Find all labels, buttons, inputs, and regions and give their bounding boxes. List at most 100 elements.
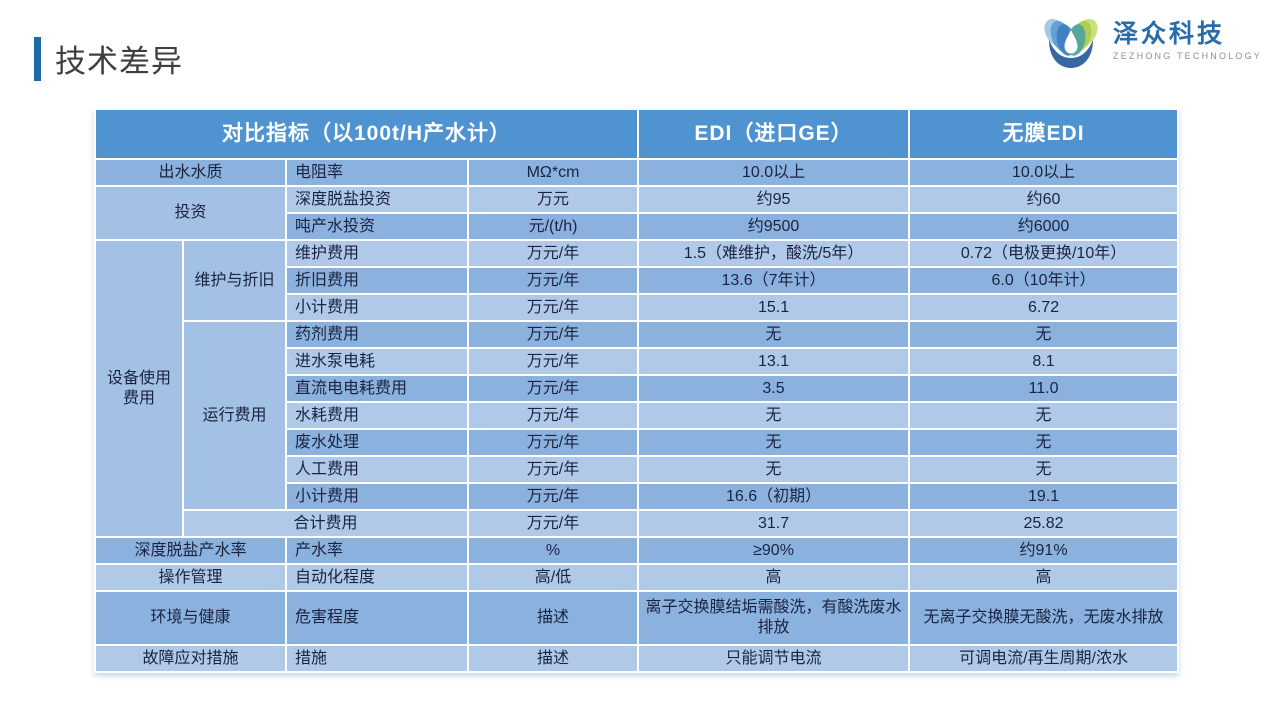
cell-edi-value: 高 [637, 563, 911, 592]
cell-unit: 万元/年 [466, 320, 640, 349]
table-row: 人工费用 万元/年 无 无 [95, 455, 1180, 484]
title-accent-bar [34, 36, 41, 81]
cell-edi-value: 离子交换膜结垢需酸洗，有酸洗废水排放 [637, 590, 911, 646]
cell-indicator: 措施 [285, 644, 469, 673]
cell-unit: 万元/年 [466, 266, 640, 295]
cell-indicator: 药剂费用 [285, 320, 469, 349]
cell-indicator: 维护费用 [285, 239, 469, 268]
cell-indicator: 吨产水投资 [285, 212, 469, 241]
cell-unit: 万元 [466, 185, 640, 214]
cell-unit: 万元/年 [466, 347, 640, 376]
cell-group: 出水水质 [94, 158, 287, 187]
cell-indicator: 电阻率 [285, 158, 469, 187]
cell-unit: 万元/年 [466, 428, 640, 457]
cell-nm-value: 无 [908, 428, 1180, 457]
cell-edi-value: 13.1 [637, 347, 911, 376]
cell-nm-value: 6.0（10年计） [908, 266, 1180, 295]
cell-edi-value: 13.6（7年计） [637, 266, 911, 295]
cell-unit: % [466, 536, 640, 565]
cell-indicator: 产水率 [285, 536, 469, 565]
title-block: 技术差异 [34, 36, 183, 81]
table-row: 折旧费用 万元/年 13.6（7年计） 6.0（10年计） [95, 266, 1180, 295]
table-row: 合计费用 万元/年 31.7 25.82 [95, 509, 1180, 538]
cell-unit: 万元/年 [466, 482, 640, 511]
cell-indicator: 人工费用 [285, 455, 469, 484]
table-row: 小计费用 万元/年 16.6（初期） 19.1 [95, 482, 1180, 511]
logo-text: 泽众科技 ZEZHONG TECHNOLOGY [1113, 19, 1262, 62]
cell-edi-value: 只能调节电流 [637, 644, 911, 673]
cell-nm-value: 11.0 [908, 374, 1180, 403]
cell-indicator: 自动化程度 [285, 563, 469, 592]
cell-edi-value: 无 [637, 428, 911, 457]
cell-edi-value: 约9500 [637, 212, 911, 241]
cell-group: 环境与健康 [94, 590, 287, 646]
cell-nm-value: 无 [908, 401, 1180, 430]
cell-indicator: 废水处理 [285, 428, 469, 457]
cell-indicator: 深度脱盐投资 [285, 185, 469, 214]
cell-unit: 万元/年 [466, 401, 640, 430]
cell-indicator: 小计费用 [285, 293, 469, 322]
header-edi: EDI（进口GE） [637, 108, 911, 160]
cell-unit: 万元/年 [466, 374, 640, 403]
cell-nm-value: 6.72 [908, 293, 1180, 322]
cell-edi-value: 无 [637, 455, 911, 484]
cell-unit: 万元/年 [466, 293, 640, 322]
cell-nm-value: 无 [908, 320, 1180, 349]
table-row: 直流电电耗费用 万元/年 3.5 11.0 [95, 374, 1180, 403]
cell-nm-value: 高 [908, 563, 1180, 592]
cell-nm-value: 约6000 [908, 212, 1180, 241]
table-row: 运行费用 药剂费用 万元/年 无 无 [95, 320, 1180, 511]
logo-company-name: 泽众科技 [1113, 19, 1226, 48]
cell-indicator: 危害程度 [285, 590, 469, 646]
header-indicator: 对比指标（以100t/H产水计） [93, 108, 640, 160]
cell-indicator: 直流电电耗费用 [285, 374, 469, 403]
cell-subgroup: 运行费用 [182, 320, 287, 511]
cell-nm-value: 25.82 [908, 509, 1180, 538]
cell-group: 深度脱盐产水率 [94, 536, 287, 565]
cell-indicator: 合计费用 [182, 509, 469, 538]
cell-nm-value: 无 [908, 455, 1180, 484]
table-row: 废水处理 万元/年 无 无 [95, 428, 1180, 457]
cell-indicator: 小计费用 [285, 482, 469, 511]
table-row: 设备使用费用 维护与折旧 维护费用 万元/年 1.5（难维护，酸洗/5年） 0.… [94, 239, 1180, 538]
cell-subgroup: 维护与折旧 [182, 239, 287, 322]
cell-indicator: 进水泵电耗 [285, 347, 469, 376]
cell-unit: 描述 [466, 590, 640, 646]
cell-unit: 描述 [466, 644, 640, 673]
cell-edi-value: 无 [637, 401, 911, 430]
company-logo: 泽众科技 ZEZHONG TECHNOLOGY [1039, 10, 1262, 72]
cell-nm-value: 0.72（电极更换/10年） [908, 239, 1180, 268]
cell-nm-value: 可调电流/再生周期/浓水 [908, 644, 1180, 673]
cell-edi-value: ≥90% [637, 536, 911, 565]
cell-edi-value: 10.0以上 [637, 158, 911, 187]
table-row: 进水泵电耗 万元/年 13.1 8.1 [95, 347, 1180, 376]
cell-unit: 元/(t/h) [466, 212, 640, 241]
cell-nm-value: 约60 [908, 185, 1180, 214]
table-row: 操作管理 自动化程度 高/低 高 高 [94, 563, 1180, 592]
cell-nm-value: 8.1 [908, 347, 1180, 376]
cell-nm-value: 10.0以上 [908, 158, 1180, 187]
logo-company-name-en: ZEZHONG TECHNOLOGY [1113, 51, 1262, 62]
cell-unit: 高/低 [466, 563, 640, 592]
cell-edi-value: 31.7 [637, 509, 911, 538]
page-title: 技术差异 [55, 44, 183, 79]
cell-edi-value: 16.6（初期） [637, 482, 911, 511]
cell-unit: 万元/年 [466, 455, 640, 484]
table-row: 小计费用 万元/年 15.1 6.72 [95, 293, 1180, 322]
table-header-row: 对比指标（以100t/H产水计） EDI（进口GE） 无膜EDI [93, 108, 1180, 160]
cell-edi-value: 约95 [637, 185, 911, 214]
header-no-membrane: 无膜EDI [908, 108, 1180, 160]
table-row: 故障应对措施 措施 描述 只能调节电流 可调电流/再生周期/浓水 [94, 644, 1180, 673]
comparison-table: 对比指标（以100t/H产水计） EDI（进口GE） 无膜EDI 出水水质 电阻… [93, 108, 1180, 673]
cell-unit: MΩ*cm [466, 158, 640, 187]
cell-group: 设备使用费用 [94, 239, 184, 538]
cell-edi-value: 无 [637, 320, 911, 349]
cell-group: 故障应对措施 [94, 644, 287, 673]
cell-edi-value: 1.5（难维护，酸洗/5年） [637, 239, 911, 268]
cell-nm-value: 无离子交换膜无酸洗，无废水排放 [908, 590, 1180, 646]
cell-unit: 万元/年 [466, 239, 640, 268]
table-row: 吨产水投资 元/(t/h) 约9500 约6000 [95, 212, 1180, 241]
cell-indicator: 折旧费用 [285, 266, 469, 295]
table-row: 深度脱盐产水率 产水率 % ≥90% 约91% [94, 536, 1180, 565]
